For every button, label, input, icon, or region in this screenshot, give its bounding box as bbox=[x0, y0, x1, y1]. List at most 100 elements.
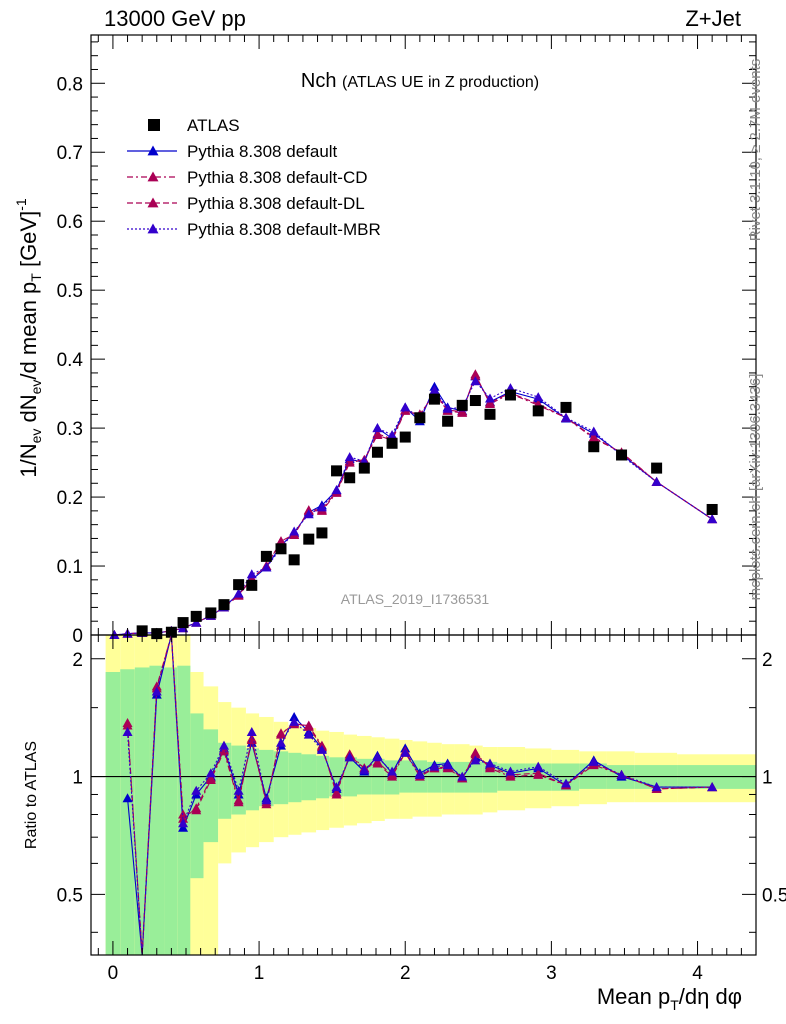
ratio-tick-label-right: 1 bbox=[762, 768, 773, 789]
atlas-point bbox=[205, 607, 217, 619]
plot-subtitle: (ATLAS UE in Z production) bbox=[342, 74, 539, 91]
ratio-marker bbox=[178, 818, 189, 828]
atlas-point bbox=[456, 399, 468, 411]
atlas-point bbox=[288, 554, 300, 566]
header-right: Z+Jet bbox=[685, 6, 741, 31]
ratio-marker bbox=[331, 782, 342, 792]
ratio-marker bbox=[276, 737, 286, 747]
series-marker bbox=[387, 430, 398, 439]
legend-label: ATLAS bbox=[187, 116, 240, 135]
y-tick-label: 0.5 bbox=[57, 281, 83, 302]
ratio-frame bbox=[90, 634, 757, 956]
series-line bbox=[114, 372, 713, 636]
stat-uncertainty-band bbox=[288, 752, 302, 803]
watermark: ATLAS_2019_I1736531 bbox=[341, 591, 490, 607]
stat-uncertainty-band bbox=[134, 667, 150, 955]
series-marker bbox=[533, 392, 544, 402]
legend-marker bbox=[147, 197, 159, 208]
ratio-marker bbox=[246, 726, 257, 736]
atlas-point bbox=[428, 393, 440, 405]
y-tick-label: 0.1 bbox=[57, 557, 83, 578]
plot-frames bbox=[90, 34, 757, 956]
stat-uncertainty-band bbox=[301, 754, 317, 801]
atlas-point bbox=[371, 446, 383, 458]
series-marker bbox=[344, 452, 355, 462]
series-marker bbox=[561, 412, 571, 422]
ratio-line bbox=[126, 634, 713, 956]
atlas-point bbox=[177, 617, 189, 629]
series-marker bbox=[588, 426, 599, 436]
y-tick-label: 0.6 bbox=[57, 212, 83, 233]
ratio-marker bbox=[276, 729, 286, 739]
ratio-marker bbox=[233, 785, 244, 795]
legend-label: Pythia 8.308 default-MBR bbox=[187, 220, 381, 239]
atlas-point bbox=[218, 599, 230, 611]
ratio-marker bbox=[400, 747, 411, 757]
series-marker bbox=[588, 432, 599, 442]
y-tick-label: 0.3 bbox=[57, 419, 83, 440]
ratio-line bbox=[126, 634, 713, 956]
stat-uncertainty-band bbox=[203, 729, 219, 843]
ratio-marker bbox=[191, 785, 202, 795]
series-marker bbox=[470, 370, 481, 380]
ratio-marker bbox=[122, 726, 133, 736]
ratio-marker bbox=[470, 755, 481, 765]
ratio-marker bbox=[331, 787, 342, 797]
ratio-marker bbox=[372, 752, 383, 762]
ratio-marker bbox=[316, 744, 327, 754]
series-marker bbox=[233, 588, 244, 598]
atlas-point bbox=[316, 527, 328, 539]
mcplots-label: mcplots.cern.ch [arXiv:1306.3436] bbox=[747, 374, 764, 601]
ratio-marker bbox=[344, 752, 355, 762]
rivet-label: Rivet 3.1.10, ≥ 2.7M events bbox=[747, 59, 764, 242]
series-marker bbox=[485, 393, 495, 403]
ratio-marker bbox=[151, 686, 162, 696]
x-tick-label: 1 bbox=[254, 963, 265, 984]
ratio-marker bbox=[205, 773, 216, 783]
ratio-marker bbox=[219, 740, 229, 750]
atlas-point bbox=[484, 408, 496, 420]
ratio-marker bbox=[485, 758, 495, 768]
legend-marker-atlas bbox=[148, 119, 160, 131]
ratio-marker bbox=[261, 795, 272, 805]
x-axis-label: Mean pT/dη dφ bbox=[597, 984, 742, 1013]
stat-uncertainty-band bbox=[149, 665, 165, 955]
series-marker bbox=[191, 617, 202, 627]
stat-uncertainty-band bbox=[259, 749, 274, 807]
legend-marker bbox=[147, 223, 159, 234]
ratio-marker bbox=[588, 756, 599, 766]
ratio-marker bbox=[359, 764, 370, 774]
ratio-marker bbox=[289, 716, 300, 726]
atlas-point bbox=[706, 503, 718, 515]
series-marker bbox=[276, 536, 286, 546]
stat-uncertainty-band bbox=[177, 665, 191, 955]
plot-title: Nch (ATLAS UE in Z production) bbox=[301, 70, 539, 92]
ratio-marker bbox=[387, 766, 398, 776]
ratio-line bbox=[126, 634, 713, 956]
atlas-point bbox=[275, 543, 287, 555]
atlas-point bbox=[504, 389, 516, 401]
atlas-point bbox=[532, 405, 544, 417]
ratio-marker bbox=[303, 721, 314, 731]
ratio-tick-label: 2 bbox=[72, 650, 83, 671]
ratio-marker bbox=[616, 769, 627, 779]
ratio-marker bbox=[505, 766, 516, 776]
ratio-marker bbox=[122, 718, 133, 728]
series-marker bbox=[429, 385, 440, 395]
atlas-point bbox=[303, 533, 315, 545]
ratio-marker bbox=[191, 803, 202, 813]
atlas-point bbox=[386, 437, 398, 449]
stat-uncertainty-band bbox=[245, 748, 260, 811]
series-marker bbox=[372, 428, 383, 438]
x-tick-label: 4 bbox=[692, 963, 703, 984]
atlas-point bbox=[616, 449, 628, 461]
ratio-tick-label-right: 2 bbox=[762, 650, 773, 671]
x-tick-label: 0 bbox=[108, 963, 119, 984]
legend-label: Pythia 8.308 default bbox=[187, 142, 338, 161]
atlas-point bbox=[233, 579, 245, 591]
ratio-marker bbox=[533, 768, 544, 778]
legend-label: Pythia 8.308 default-CD bbox=[187, 168, 368, 187]
atlas-point bbox=[331, 465, 343, 477]
ratio-marker bbox=[233, 795, 244, 805]
series-marker bbox=[707, 514, 718, 524]
